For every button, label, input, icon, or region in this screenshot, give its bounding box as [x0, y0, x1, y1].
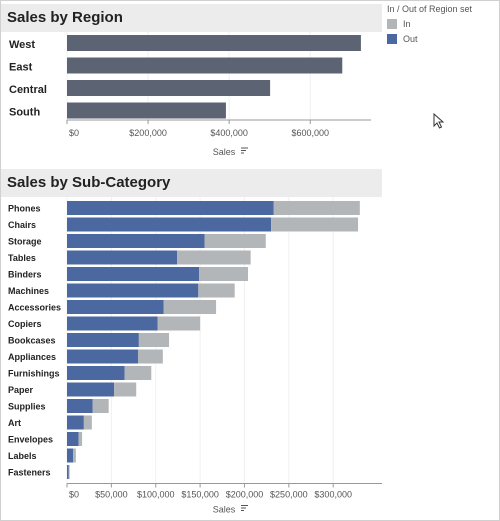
category-label-appliances: Appliances	[8, 352, 56, 362]
category-label-fasteners: Fasteners	[8, 468, 51, 478]
sort-icon[interactable]	[241, 505, 248, 511]
category-label-tables: Tables	[8, 253, 36, 263]
category-label-labels: Labels	[8, 451, 37, 461]
x-tick-label: $0	[69, 490, 79, 500]
category-label-chairs: Chairs	[8, 220, 36, 230]
subcategory-bar-chart[interactable]: Phones Chairs Storage Tables Binders Machines…	[0, 197, 385, 515]
x-tick-label: $150,000	[181, 490, 219, 500]
bar-in-fasteners[interactable]	[68, 465, 70, 479]
bar-in-storage[interactable]	[204, 234, 266, 248]
category-label-machines: Machines	[8, 286, 49, 296]
bar-in-labels[interactable]	[73, 448, 76, 463]
bar-in-appliances[interactable]	[137, 349, 163, 364]
category-label-furnishings: Furnishings	[8, 369, 60, 379]
sort-icon[interactable]	[241, 147, 248, 154]
category-label-paper: Paper	[8, 385, 34, 395]
x-tick-label: $0	[69, 128, 79, 138]
bar-out-bookcases[interactable]	[67, 333, 139, 347]
category-label-south: South	[9, 107, 40, 119]
bar-out-art[interactable]	[67, 415, 84, 430]
category-label-supplies: Supplies	[8, 402, 46, 412]
bar-out-appliances[interactable]	[67, 349, 138, 364]
bar-in-furnishings[interactable]	[124, 366, 152, 380]
bar-east[interactable]	[67, 57, 343, 74]
legend-title: In / Out of Region set	[387, 4, 473, 14]
category-label-bookcases: Bookcases	[8, 336, 56, 346]
category-label-binders: Binders	[8, 270, 42, 280]
bar-out-labels[interactable]	[67, 448, 74, 463]
bar-out-tables[interactable]	[67, 250, 178, 265]
bar-out-fasteners[interactable]	[67, 465, 69, 479]
bar-in-machines[interactable]	[198, 283, 235, 298]
legend-label-in: In	[403, 19, 411, 29]
legend-item-in[interactable]: In	[387, 19, 472, 29]
bar-out-accessories[interactable]	[67, 300, 164, 314]
bar-out-phones[interactable]	[67, 201, 274, 215]
x-tick-label: $300,000	[314, 490, 352, 500]
region-bar-chart[interactable]: West East Central South $0 $200,000 $400,000 $6…	[0, 32, 385, 164]
bar-central[interactable]	[67, 80, 271, 96]
category-label-central: Central	[9, 84, 47, 96]
subcategory-chart-title: Sales by Sub-Category	[1, 169, 382, 197]
bar-in-art[interactable]	[83, 415, 92, 430]
bar-in-supplies[interactable]	[92, 399, 109, 413]
bar-out-binders[interactable]	[67, 267, 200, 281]
legend-label-out: Out	[403, 34, 418, 44]
bar-south[interactable]	[67, 102, 226, 119]
bar-in-chairs[interactable]	[271, 217, 359, 232]
bar-out-furnishings[interactable]	[67, 366, 125, 380]
bar-out-envelopes[interactable]	[67, 432, 79, 446]
legend-item-out[interactable]: Out	[387, 34, 472, 44]
bar-in-phones[interactable]	[273, 201, 360, 215]
bar-out-storage[interactable]	[67, 234, 205, 248]
bar-in-paper[interactable]	[114, 382, 137, 397]
category-label-envelopes: Envelopes	[8, 435, 53, 445]
x-tick-label: $200,000	[226, 490, 264, 500]
x-tick-label: $200,000	[129, 128, 167, 138]
legend-swatch-in	[387, 19, 397, 29]
bar-in-tables[interactable]	[177, 250, 251, 265]
category-label-storage: Storage	[8, 237, 42, 247]
bar-out-copiers[interactable]	[67, 316, 158, 331]
x-tick-label: $600,000	[291, 128, 329, 138]
x-tick-label: $250,000	[270, 490, 308, 500]
bar-out-chairs[interactable]	[67, 217, 272, 232]
x-tick-label: $400,000	[210, 128, 248, 138]
bar-in-envelopes[interactable]	[78, 432, 83, 446]
mouse-pointer-icon	[433, 113, 445, 129]
x-axis-label: Sales	[213, 147, 236, 157]
bar-in-bookcases[interactable]	[138, 333, 170, 347]
bar-in-accessories[interactable]	[163, 300, 217, 314]
category-label-phones: Phones	[8, 204, 41, 214]
bar-west[interactable]	[67, 35, 361, 51]
x-tick-label: $50,000	[95, 490, 128, 500]
legend-swatch-out	[387, 34, 397, 44]
bar-out-paper[interactable]	[67, 382, 115, 397]
category-label-west: West	[9, 39, 35, 51]
x-tick-label: $100,000	[137, 490, 175, 500]
legend[interactable]: In / Out of Region set In Out	[387, 4, 472, 49]
category-label-accessories: Accessories	[8, 303, 61, 313]
region-chart-title: Sales by Region	[1, 4, 382, 32]
bar-out-machines[interactable]	[67, 283, 199, 298]
x-axis-label: Sales	[213, 505, 236, 515]
bar-in-binders[interactable]	[199, 267, 249, 281]
category-label-east: East	[9, 62, 33, 74]
bar-out-supplies[interactable]	[67, 399, 93, 413]
category-label-art: Art	[8, 418, 21, 428]
category-label-copiers: Copiers	[8, 319, 42, 329]
bar-in-copiers[interactable]	[157, 316, 201, 331]
